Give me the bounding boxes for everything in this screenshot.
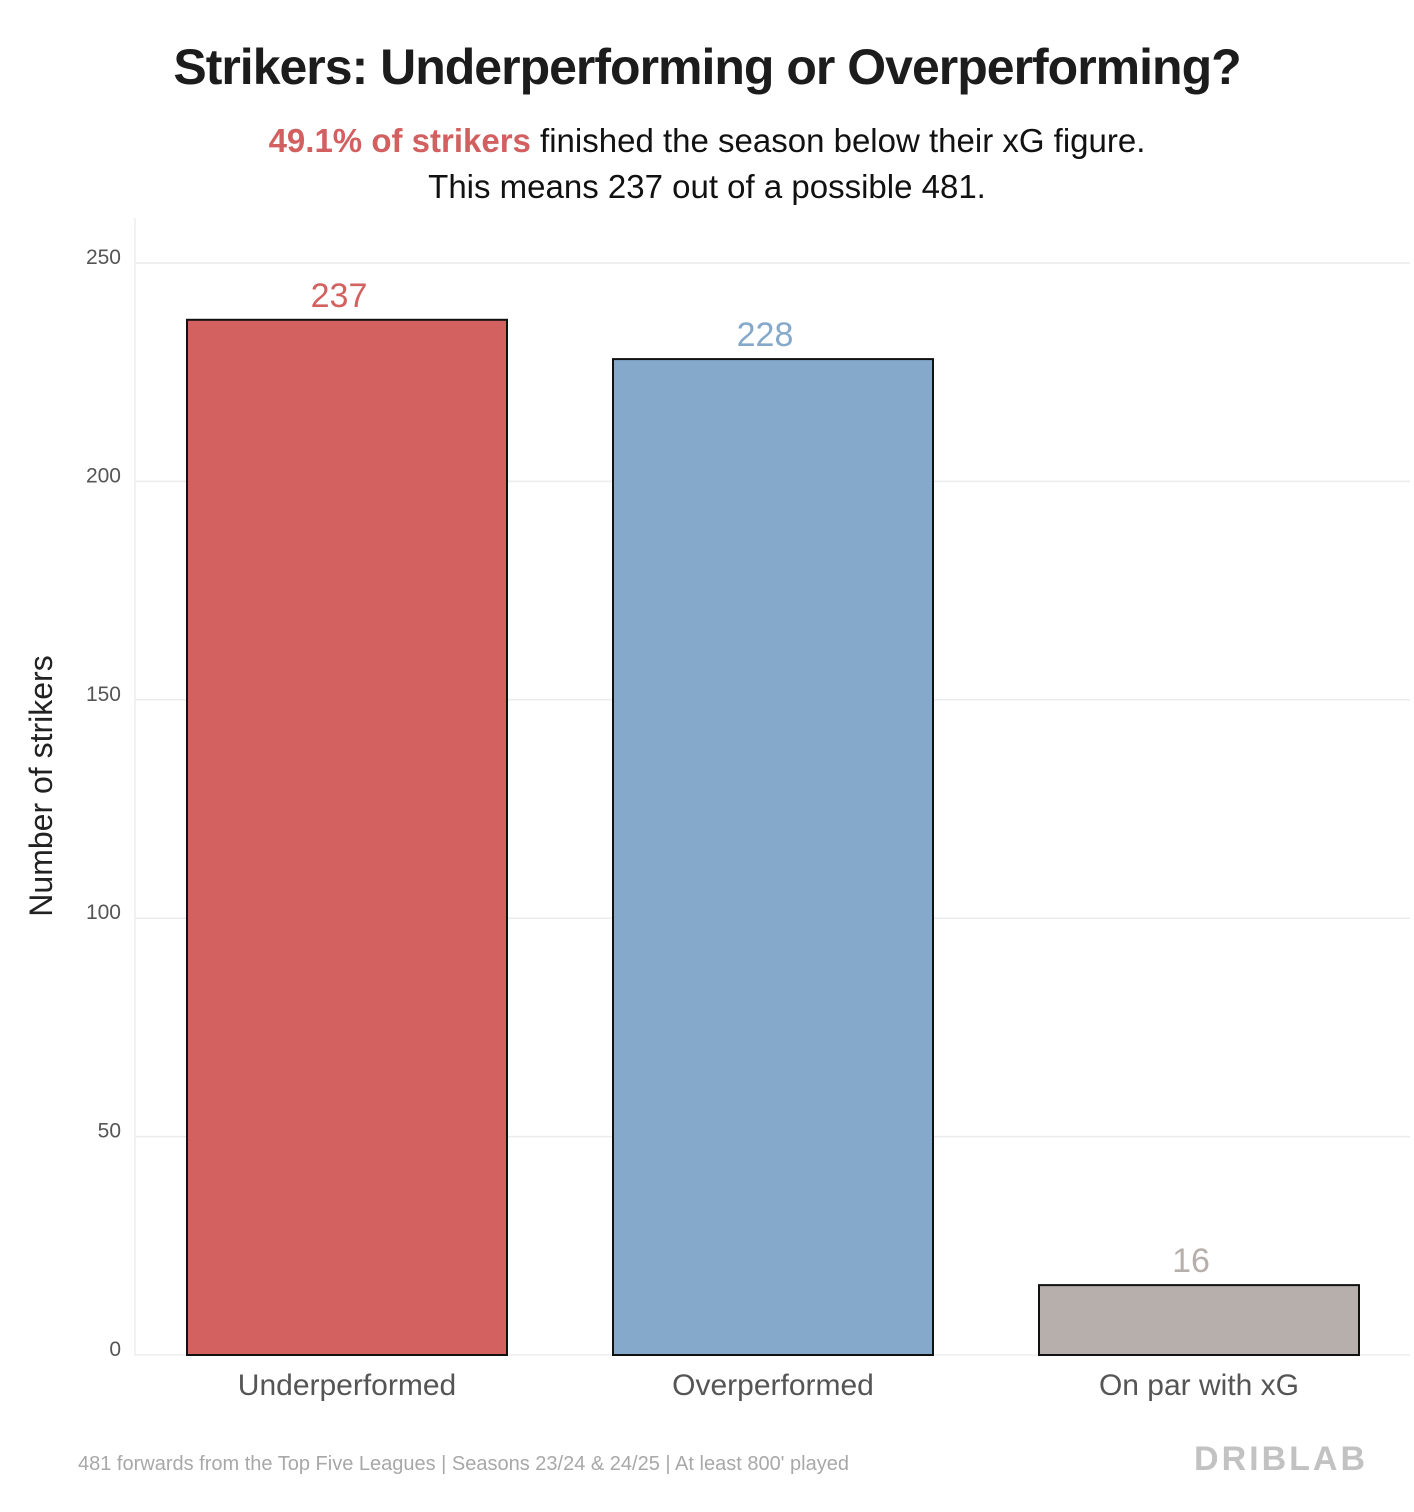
subtitle-line-1: 49.1% of strikers finished the season be… <box>0 118 1414 164</box>
bar-overperformed <box>612 358 934 1356</box>
data-label-2: 16 <box>1172 1242 1210 1280</box>
bar-underperformed <box>186 318 508 1356</box>
x-tick-label-0: Underperformed <box>238 1369 456 1402</box>
subtitle-line-2: This means 237 out of a possible 481. <box>428 168 986 205</box>
y-axis-title: Number of strikers <box>23 655 59 916</box>
bar-on-par-with-xg <box>1038 1284 1360 1357</box>
data-label-1: 228 <box>737 316 794 354</box>
x-tick-label-2: On par with xG <box>1099 1369 1299 1402</box>
data-label-0: 237 <box>311 277 368 315</box>
chart-subtitle: 49.1% of strikers finished the season be… <box>0 118 1414 210</box>
x-tick-label-1: Overperformed <box>672 1369 874 1402</box>
y-tick-label-150: 150 <box>86 683 121 706</box>
y-tick-label-250: 250 <box>86 246 121 269</box>
y-tick-label-100: 100 <box>86 901 121 924</box>
y-tick-label-200: 200 <box>86 464 121 487</box>
subtitle-highlight: 49.1% of strikers <box>268 122 531 159</box>
y-tick-label-0: 0 <box>109 1338 121 1361</box>
chart-title: Strikers: Underperforming or Overperform… <box>173 39 1241 95</box>
footer-note: 481 forwards from the Top Five Leagues |… <box>78 1453 849 1475</box>
brand-logo: DRIBLAB <box>1194 1440 1368 1478</box>
y-tick-label-50: 50 <box>98 1120 121 1143</box>
subtitle-line-1-text: finished the season below their xG figur… <box>530 122 1146 159</box>
